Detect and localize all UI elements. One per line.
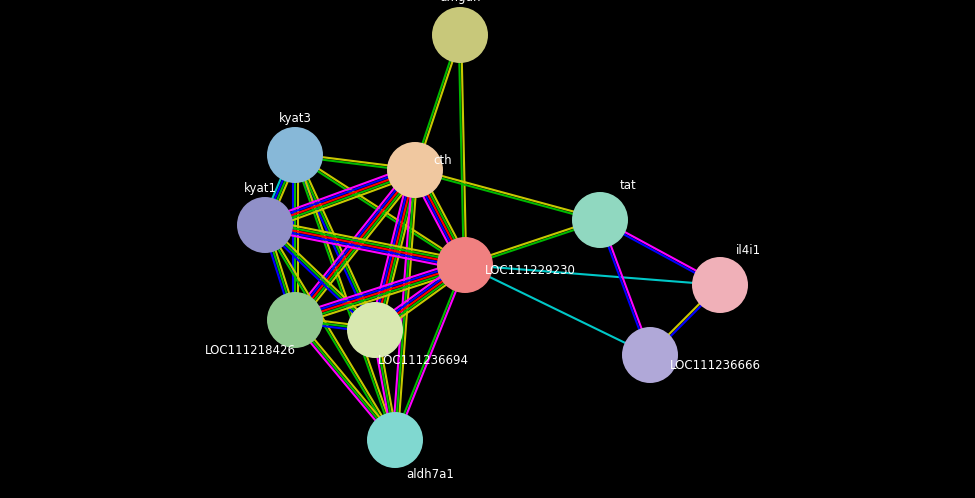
Circle shape <box>572 192 628 248</box>
Text: cth: cth <box>434 153 452 166</box>
Text: LOC111236694: LOC111236694 <box>377 354 469 367</box>
Circle shape <box>437 237 493 293</box>
Circle shape <box>267 127 323 183</box>
Text: kyat1: kyat1 <box>244 181 277 195</box>
Circle shape <box>432 7 488 63</box>
Text: LOC111236666: LOC111236666 <box>670 359 760 372</box>
Circle shape <box>692 257 748 313</box>
Text: LOC111229230: LOC111229230 <box>485 263 575 276</box>
Text: aldh7a1: aldh7a1 <box>406 469 454 482</box>
Text: tat: tat <box>620 178 637 192</box>
Text: kyat3: kyat3 <box>279 112 311 124</box>
Text: dmgdh: dmgdh <box>440 0 481 3</box>
Circle shape <box>387 142 443 198</box>
Circle shape <box>237 197 293 253</box>
Circle shape <box>267 292 323 348</box>
Text: il4i1: il4i1 <box>735 244 760 256</box>
Circle shape <box>367 412 423 468</box>
Circle shape <box>622 327 678 383</box>
Text: LOC111218426: LOC111218426 <box>205 344 295 357</box>
Circle shape <box>347 302 403 358</box>
